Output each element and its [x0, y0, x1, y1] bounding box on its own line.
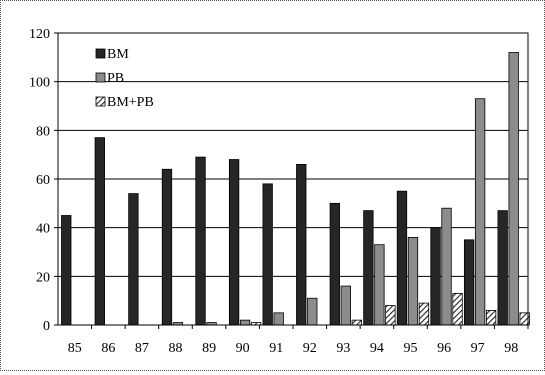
x-tick-label: 87	[135, 341, 149, 356]
bar-pb-97	[474, 98, 486, 326]
bar-bm-91	[262, 183, 273, 326]
bar-pb-95	[407, 236, 419, 326]
x-tick-label: 98	[504, 341, 518, 356]
bar-pb-92	[307, 297, 318, 326]
x-tick-label: 93	[336, 341, 350, 356]
bar-bm-93	[329, 202, 340, 326]
bar-bm-92	[296, 163, 307, 326]
bar-pb-94	[374, 244, 385, 326]
y-tick-label: 20	[36, 270, 50, 285]
bar-bm-98	[497, 210, 508, 326]
bar-bm-87	[128, 193, 139, 326]
x-tick-label: 95	[404, 341, 418, 356]
legend-label: BM	[107, 47, 129, 62]
y-tick-label: 40	[36, 222, 50, 237]
x-tick-label: 94	[370, 341, 384, 356]
bar-bm-plus-pb-95	[418, 302, 430, 326]
axes: 0 20 40 60 80 100 120 85 86 87 88 89 90 91 92 93 94 95 96 9…	[29, 27, 529, 356]
bar-bm-94	[363, 210, 374, 326]
y-tick-label: 0	[43, 319, 50, 334]
x-tick-label: 96	[437, 341, 451, 356]
y-tick-label: 60	[36, 173, 50, 188]
legend-swatch	[95, 72, 106, 83]
bar-bm-96	[430, 227, 441, 326]
x-tick-label: 92	[303, 341, 317, 356]
bar-bm-plus-pb-97	[485, 309, 497, 326]
bar-bm-90	[228, 159, 240, 326]
bar-bm-88	[161, 168, 173, 326]
legend-swatch	[95, 48, 106, 59]
x-tick-label: 89	[202, 341, 216, 356]
legend: BM PB BM+PB	[95, 47, 154, 110]
bars	[61, 52, 530, 326]
bar-bm-plus-pb-94	[385, 305, 396, 326]
x-tick-label: 86	[101, 341, 115, 356]
y-tick-label: 120	[29, 27, 50, 42]
legend-swatch	[95, 96, 106, 107]
y-tick-label: 100	[29, 76, 50, 91]
bar-bm-89	[195, 156, 206, 326]
bar-bm-97	[463, 239, 475, 326]
bar-pb-96	[441, 207, 452, 326]
y-tick-label: 80	[36, 124, 50, 139]
x-tick-label: 88	[169, 341, 183, 356]
bar-pb-91	[273, 312, 284, 326]
bar-bm-85	[61, 215, 72, 326]
bar-bm-plus-pb-93	[351, 319, 362, 326]
x-tick-label: 97	[471, 341, 485, 356]
bar-pb-90	[239, 319, 251, 326]
bar-bm-95	[396, 190, 408, 326]
x-tick-label: 85	[68, 341, 82, 356]
legend-label: PB	[107, 71, 124, 86]
bar-bm-86	[94, 137, 105, 326]
bar-pb-93	[340, 285, 351, 326]
x-tick-label: 90	[236, 341, 250, 356]
bar-pb-98	[508, 52, 519, 326]
x-tick-label: 91	[269, 341, 283, 356]
bar-bm-plus-pb-96	[452, 292, 463, 326]
legend-label: BM+PB	[107, 95, 154, 110]
